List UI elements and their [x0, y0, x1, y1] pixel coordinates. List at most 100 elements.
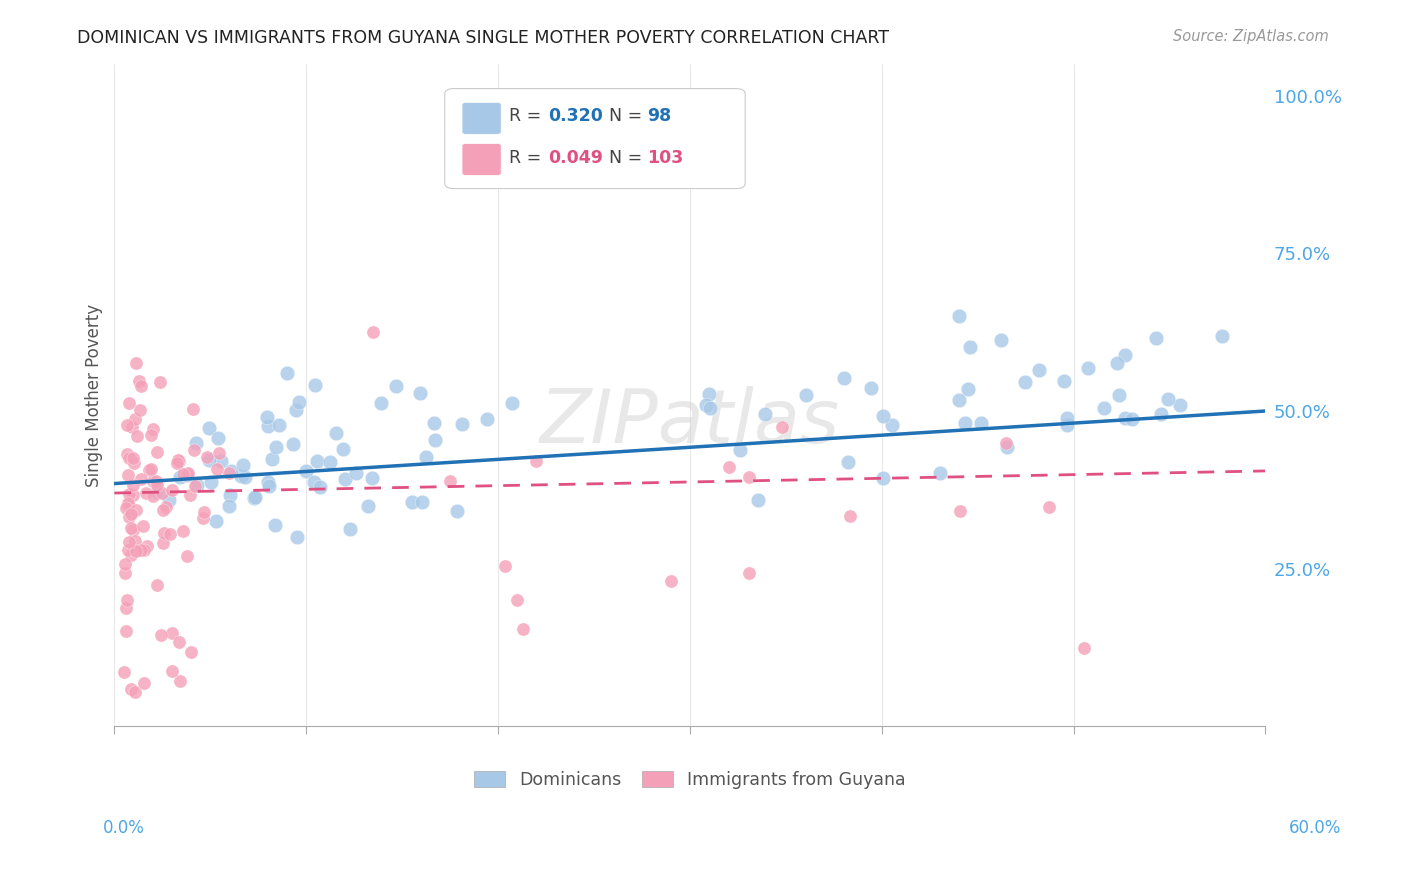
Point — [860, 380, 883, 394]
Point — [243, 491, 266, 505]
Point — [193, 505, 215, 519]
Point — [142, 489, 165, 503]
Point — [256, 409, 278, 424]
Point — [124, 503, 146, 517]
Point — [1150, 407, 1173, 421]
Point — [730, 442, 752, 457]
Point — [118, 510, 141, 524]
Point — [122, 450, 145, 465]
Point — [121, 419, 143, 434]
Point — [451, 417, 474, 432]
Point — [738, 566, 761, 581]
Point — [267, 417, 290, 432]
Point — [157, 493, 180, 508]
Point — [115, 624, 138, 638]
Point — [276, 366, 298, 380]
Text: R =: R = — [509, 149, 547, 167]
Point — [160, 664, 183, 678]
Point — [411, 494, 433, 508]
Point — [948, 310, 970, 324]
Point — [439, 474, 461, 488]
Point — [176, 549, 198, 564]
Point — [235, 469, 257, 483]
Point — [169, 470, 191, 484]
Point — [285, 403, 308, 417]
Text: DOMINICAN VS IMMIGRANTS FROM GUYANA SINGLE MOTHER POVERTY CORRELATION CHART: DOMINICAN VS IMMIGRANTS FROM GUYANA SING… — [77, 29, 890, 46]
Point — [145, 445, 167, 459]
Point — [180, 645, 202, 659]
Point — [257, 475, 280, 489]
Text: R =: R = — [509, 107, 547, 125]
Point — [839, 509, 862, 524]
Point — [118, 535, 141, 549]
Point — [309, 480, 332, 494]
Point — [152, 535, 174, 549]
Point — [1028, 363, 1050, 377]
Point — [129, 403, 152, 417]
Point — [186, 436, 208, 450]
Point — [128, 374, 150, 388]
Point — [120, 548, 142, 562]
Point — [929, 467, 952, 481]
Point — [177, 466, 200, 480]
Point — [124, 685, 146, 699]
Point — [370, 396, 392, 410]
Point — [659, 574, 682, 589]
Point — [139, 461, 162, 475]
Point — [149, 375, 172, 389]
Point — [172, 524, 194, 538]
Point — [1038, 500, 1060, 515]
Text: 98: 98 — [647, 107, 672, 125]
Point — [415, 450, 437, 464]
Point — [1056, 417, 1078, 432]
Point — [124, 412, 146, 426]
Point — [118, 395, 141, 409]
Point — [179, 487, 201, 501]
Point — [363, 325, 385, 339]
Point — [953, 416, 976, 430]
Text: N =: N = — [609, 149, 648, 167]
Point — [501, 396, 523, 410]
Text: 0.0%: 0.0% — [103, 819, 145, 837]
Point — [146, 578, 169, 592]
Point — [243, 490, 266, 504]
FancyBboxPatch shape — [463, 144, 501, 176]
Point — [697, 170, 720, 185]
Point — [747, 492, 769, 507]
Point — [218, 466, 240, 480]
Point — [124, 533, 146, 548]
Point — [754, 407, 776, 421]
Point — [949, 503, 972, 517]
Point — [181, 402, 204, 417]
Point — [122, 523, 145, 537]
Point — [117, 498, 139, 512]
Point — [1014, 376, 1036, 390]
Point — [325, 426, 347, 441]
Point — [1092, 401, 1115, 415]
Point — [1077, 360, 1099, 375]
Point — [959, 340, 981, 354]
Point — [131, 518, 153, 533]
Point — [880, 417, 903, 432]
Point — [145, 474, 167, 488]
Point — [232, 458, 254, 472]
Point — [115, 600, 138, 615]
Point — [122, 488, 145, 502]
Point — [207, 431, 229, 445]
Point — [117, 467, 139, 482]
Point — [283, 437, 305, 451]
Point — [120, 508, 142, 522]
Point — [264, 518, 287, 533]
Point — [837, 454, 859, 468]
Point — [446, 504, 468, 518]
Point — [229, 469, 252, 483]
Point — [198, 421, 221, 435]
Point — [120, 521, 142, 535]
Point — [409, 385, 432, 400]
Point — [117, 451, 139, 466]
Point — [1108, 388, 1130, 402]
Point — [423, 433, 446, 447]
Point — [136, 539, 159, 553]
Point — [167, 453, 190, 467]
Point — [146, 477, 169, 491]
